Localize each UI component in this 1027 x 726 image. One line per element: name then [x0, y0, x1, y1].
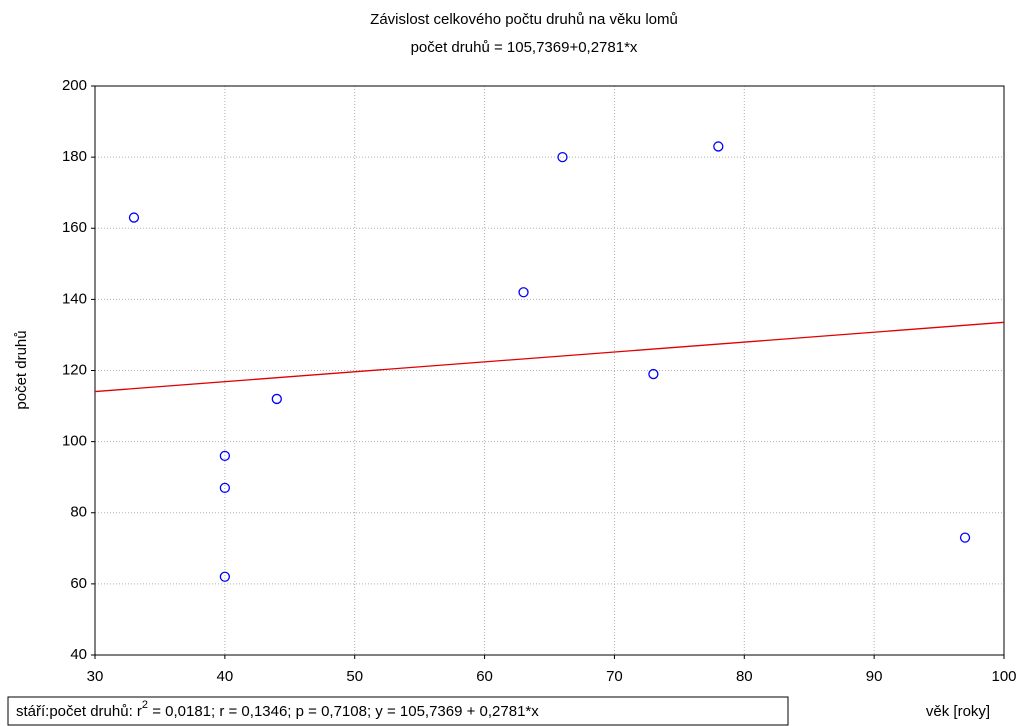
x-tick-label: 50 [346, 668, 363, 685]
chart-title: Závislost celkového počtu druhů na věku … [370, 11, 678, 28]
annotation-sup: 2 [142, 699, 148, 711]
y-tick-label: 80 [70, 504, 87, 521]
y-tick-label: 180 [62, 148, 87, 165]
x-tick-label: 70 [606, 668, 623, 685]
y-tick-label: 120 [62, 361, 87, 378]
y-tick-label: 60 [70, 575, 87, 592]
x-tick-label: 100 [991, 668, 1016, 685]
y-tick-label: 200 [62, 77, 87, 94]
point [518, 287, 529, 298]
point [959, 532, 971, 543]
x-tick-label: 40 [217, 668, 234, 685]
point [128, 212, 140, 223]
x-axis-label: věk [roky] [926, 703, 990, 720]
point [219, 571, 231, 582]
y-tick-label: 100 [62, 433, 87, 450]
annotation: stáří:počet druhů: r2 = 0,0181; r = 0,13… [16, 699, 539, 720]
x-tick-label: 30 [87, 668, 104, 685]
point [271, 393, 282, 405]
point [219, 482, 231, 494]
point [219, 450, 231, 462]
x-tick-label: 90 [866, 668, 883, 685]
x-tick-label: 80 [736, 668, 753, 685]
regression-line [94, 321, 1005, 393]
point [713, 141, 724, 152]
annotation-prefix: stáří:počet druhů: r [16, 703, 142, 720]
x-tick-label: 60 [476, 668, 493, 685]
point [557, 151, 568, 163]
point [648, 368, 659, 380]
y-tick-label: 40 [70, 646, 87, 663]
y-tick-label: 140 [62, 290, 87, 307]
plot-frame [94, 85, 1005, 656]
annotation-suffix: = 0,0181; r = 0,1346; p = 0,7108; y = 10… [148, 703, 539, 720]
y-axis-label: počet druhů [13, 330, 30, 409]
annotation-box [7, 696, 789, 726]
y-tick-label: 160 [62, 219, 87, 236]
chart-subtitle: počet druhů = 105,7369+0,2781*x [411, 39, 638, 56]
